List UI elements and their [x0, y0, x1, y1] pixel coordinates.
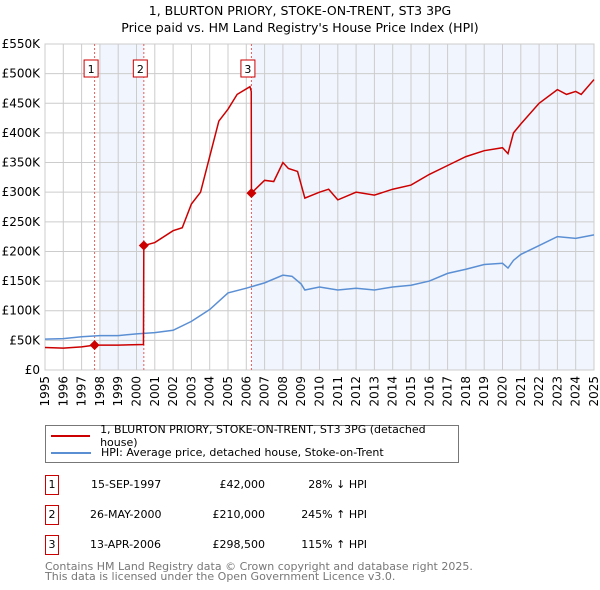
x-tick-label: 2004 — [203, 376, 217, 407]
x-tick-label: 2025 — [587, 376, 600, 407]
x-tick-label: 2009 — [294, 376, 308, 407]
x-tick-label: 2000 — [130, 376, 144, 407]
sale-label-box — [240, 59, 256, 78]
x-tick-label: 2005 — [221, 376, 235, 407]
sale-label-box — [132, 59, 148, 78]
sale-point — [89, 340, 100, 351]
x-tick-label: 2016 — [422, 376, 436, 407]
series-line — [44, 79, 595, 349]
legend-item-property: 1, BLURTON PRIORY, STOKE-ON-TRENT, ST3 3… — [51, 423, 458, 449]
x-tick-label: 2017 — [441, 376, 455, 407]
legend-swatch-red — [51, 434, 91, 437]
x-tick-label: 2003 — [184, 376, 198, 407]
x-tick-label: 2024 — [569, 376, 583, 407]
sale-point — [138, 240, 149, 251]
sale-row: 2 26-MAY-2000 £210,000 245% ↑ HPI — [45, 505, 445, 525]
y-tick-label: £300K — [2, 185, 42, 199]
sale-label: 2 — [137, 63, 144, 76]
shaded-period — [99, 44, 144, 370]
x-tick-label: 1996 — [56, 376, 70, 407]
sale-price: £42,000 — [219, 478, 266, 491]
x-tick-label: 2022 — [532, 376, 546, 407]
y-tick-label: £250K — [2, 215, 42, 229]
y-tick-label: £400K — [2, 126, 42, 140]
x-tick-label: 1995 — [38, 376, 52, 407]
sale-row: 3 13-APR-2006 £298,500 115% ↑ HPI — [45, 535, 445, 555]
legend-label: 1, BLURTON PRIORY, STOKE-ON-TRENT, ST3 3… — [100, 422, 426, 449]
x-tick-label: 2001 — [148, 376, 162, 407]
series-line — [44, 234, 595, 340]
x-tick-label: 2013 — [367, 376, 381, 407]
sale-price: £210,000 — [212, 508, 266, 521]
x-tick-label: 2018 — [459, 376, 473, 407]
x-tick-label: 2012 — [349, 376, 363, 407]
chart-subtitle: Price paid vs. HM Land Registry's House … — [121, 20, 479, 35]
sale-price: £298,500 — [212, 538, 266, 551]
y-tick-label: £0 — [25, 363, 40, 377]
sale-label: 1 — [88, 63, 95, 76]
y-tick-label: £200K — [2, 244, 42, 258]
legend-swatch-blue — [51, 451, 91, 454]
legend-label: HPI: Average price, detached house, Stok… — [101, 446, 384, 459]
sale-date: 15-SEP-1997 — [91, 478, 162, 491]
sale-row: 1 15-SEP-1997 £42,000 28% ↓ HPI — [45, 475, 445, 495]
y-tick-label: £50K — [9, 333, 41, 347]
shaded-period — [251, 44, 594, 370]
x-tick-label: 1999 — [111, 376, 125, 407]
x-tick-label: 1997 — [75, 376, 89, 407]
footer-line: Contains HM Land Registry data © Crown c… — [45, 560, 473, 573]
y-tick-label: £550K — [2, 37, 42, 51]
price-chart: £0 £50K £100K £150K £200K £250K £300K £350K £400… — [2, 37, 600, 407]
sale-number-badge: 2 — [45, 505, 59, 525]
sale-date: 26-MAY-2000 — [90, 508, 162, 521]
sale-date: 13-APR-2006 — [90, 538, 162, 551]
x-tick-label: 2007 — [258, 376, 272, 407]
y-tick-label: £350K — [2, 156, 42, 170]
x-tick-label: 2006 — [239, 376, 253, 407]
x-tick-label: 2002 — [166, 376, 180, 407]
sale-number-badge: 3 — [45, 535, 59, 555]
y-tick-label: £150K — [2, 274, 42, 288]
sale-hpi-diff: 115% ↑ HPI — [301, 538, 367, 551]
x-tick-label: 2014 — [386, 376, 400, 407]
sale-hpi-diff: 28% ↓ HPI — [308, 478, 367, 491]
x-tick-label: 2023 — [550, 376, 564, 407]
x-tick-label: 2015 — [404, 376, 418, 407]
footer-line: This data is licensed under the Open Gov… — [45, 570, 396, 583]
x-tick-label: 2019 — [477, 376, 491, 407]
x-tick-label: 2011 — [331, 376, 345, 407]
sale-point — [246, 188, 257, 199]
x-tick-label: 2010 — [313, 376, 327, 407]
x-tick-label: 2020 — [496, 376, 510, 407]
plot-frame — [44, 43, 595, 371]
sale-hpi-diff: 245% ↑ HPI — [301, 508, 367, 521]
sale-label: 3 — [244, 63, 251, 76]
legend: 1, BLURTON PRIORY, STOKE-ON-TRENT, ST3 3… — [45, 423, 459, 463]
chart-title: 1, BLURTON PRIORY, STOKE-ON-TRENT, ST3 3… — [148, 3, 452, 18]
x-tick-label: 1998 — [93, 376, 107, 407]
y-tick-label: £500K — [2, 67, 42, 81]
y-tick-label: £450K — [2, 96, 42, 110]
legend-item-hpi: HPI: Average price, detached house, Stok… — [51, 444, 384, 461]
x-tick-label: 2008 — [276, 376, 290, 407]
sale-number-badge: 1 — [45, 475, 59, 495]
y-tick-label: £100K — [2, 304, 42, 318]
x-tick-label: 2021 — [514, 376, 528, 407]
sale-label-box — [83, 59, 99, 78]
